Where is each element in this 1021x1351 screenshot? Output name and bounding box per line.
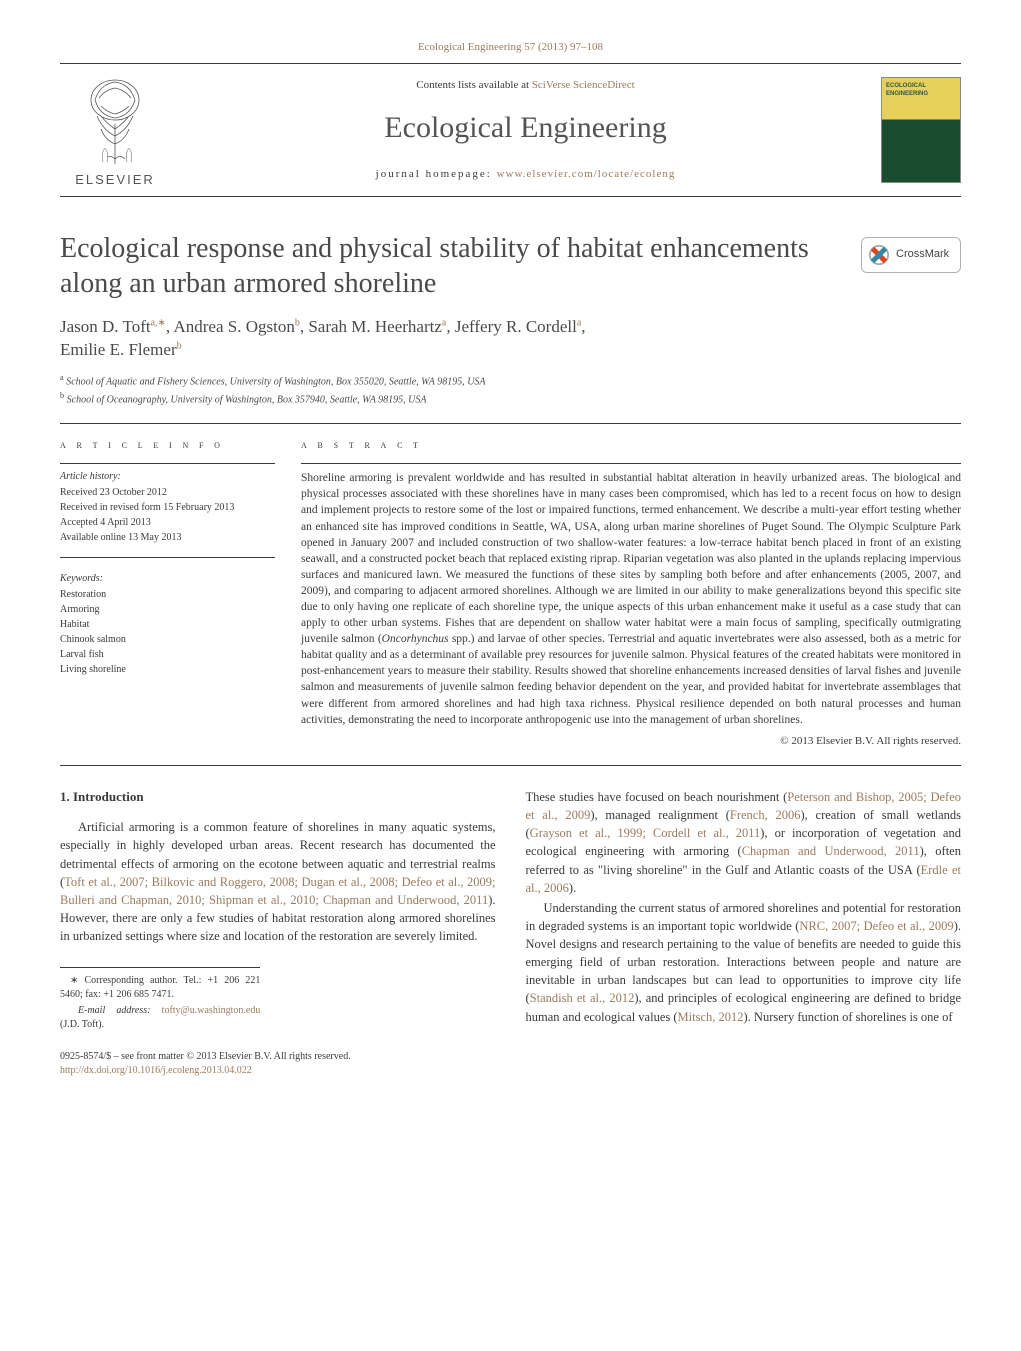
crossmark-region: CrossMark xyxy=(861,231,961,301)
author-sep: , xyxy=(446,317,455,336)
paragraph: These studies have focused on beach nour… xyxy=(526,788,962,897)
issn-line: 0925-8574/$ – see front matter © 2013 El… xyxy=(60,1050,496,1064)
author-5-affil: b xyxy=(177,341,182,352)
abstract-text-1: Shoreline armoring is prevalent worldwid… xyxy=(301,472,961,645)
keyword: Armoring xyxy=(60,603,275,617)
history-online: Available online 13 May 2013 xyxy=(60,531,275,545)
citation-link[interactable]: Toft et al., 2007; Bilkovic and Roggero,… xyxy=(60,875,496,907)
article-info: a r t i c l e i n f o Article history: R… xyxy=(60,438,275,749)
email-label: E-mail address: xyxy=(78,1005,162,1016)
column-right: These studies have focused on beach nour… xyxy=(526,788,962,1078)
text: ). xyxy=(569,881,576,895)
homepage-prefix: journal homepage: xyxy=(376,168,497,180)
homepage-link[interactable]: www.elsevier.com/locate/ecoleng xyxy=(497,168,676,180)
citation-link[interactable]: Mitsch, 2012 xyxy=(678,1010,744,1024)
journal-header: ELSEVIER Contents lists available at Sci… xyxy=(60,63,961,196)
history-label: Article history: xyxy=(60,470,275,484)
header-center: Contents lists available at SciVerse Sci… xyxy=(180,64,871,195)
keyword: Restoration xyxy=(60,588,275,602)
affil-b: School of Oceanography, University of Wa… xyxy=(67,394,427,405)
abstract-rule xyxy=(301,463,961,464)
text: These studies have focused on beach nour… xyxy=(526,790,788,804)
corresponding-author: ∗ Corresponding author. Tel.: +1 206 221… xyxy=(60,974,260,1002)
citation-link[interactable]: Chapman and Underwood, 2011 xyxy=(742,844,920,858)
journal-cover xyxy=(871,64,961,195)
keyword: Larval fish xyxy=(60,648,275,662)
article-title: Ecological response and physical stabili… xyxy=(60,231,831,301)
history-revised: Received in revised form 15 February 201… xyxy=(60,501,275,515)
paragraph: Understanding the current status of armo… xyxy=(526,899,962,1026)
divider xyxy=(60,765,961,766)
footnotes: ∗ Corresponding author. Tel.: +1 206 221… xyxy=(60,967,260,1032)
authors: Jason D. Tofta,∗, Andrea S. Ogston b, Sar… xyxy=(60,315,961,363)
citation-link[interactable]: Grayson et al., 1999; Cordell et al., 20… xyxy=(530,826,761,840)
divider xyxy=(60,423,961,424)
journal-name: Ecological Engineering xyxy=(180,107,871,149)
email-suffix: (J.D. Toft). xyxy=(60,1019,104,1030)
citation-link[interactable]: NRC, 2007; Defeo et al., 2009 xyxy=(799,919,953,933)
keyword: Living shoreline xyxy=(60,663,275,677)
sciencedirect-link[interactable]: SciVerse ScienceDirect xyxy=(532,79,635,91)
citation-link[interactable]: Standish et al., 2012 xyxy=(530,991,635,1005)
crossmark-label: CrossMark xyxy=(896,247,949,262)
crossmark-icon xyxy=(866,242,892,268)
keyword: Chinook salmon xyxy=(60,633,275,647)
author-2: Andrea S. Ogston xyxy=(173,317,294,336)
contents-available: Contents lists available at SciVerse Sci… xyxy=(180,78,871,93)
contents-prefix: Contents lists available at xyxy=(416,79,531,91)
article-info-heading: a r t i c l e i n f o xyxy=(60,438,275,453)
affil-a: School of Aquatic and Fishery Sciences, … xyxy=(66,377,485,388)
citation-link[interactable]: Ecological Engineering 57 (2013) 97–108 xyxy=(418,41,603,53)
author-5: Emilie E. Flemer xyxy=(60,340,177,359)
abstract: a b s t r a c t Shoreline armoring is pr… xyxy=(301,438,961,749)
author-sep: , xyxy=(581,317,585,336)
info-rule xyxy=(60,463,275,464)
keywords-label: Keywords: xyxy=(60,572,275,586)
author-1-affil: a,∗ xyxy=(151,317,166,328)
abstract-body: Shoreline armoring is prevalent worldwid… xyxy=(301,470,961,728)
affil-a-sup: a xyxy=(60,373,64,382)
history-received: Received 23 October 2012 xyxy=(60,486,275,500)
author-3: Sarah M. Heerhartz xyxy=(308,317,442,336)
email-line: E-mail address: tofty@u.washington.edu (… xyxy=(60,1004,260,1032)
elsevier-tree-icon xyxy=(75,74,155,169)
email-link[interactable]: tofty@u.washington.edu xyxy=(162,1005,261,1016)
affiliations: a School of Aquatic and Fishery Sciences… xyxy=(60,372,961,407)
column-left: 1. Introduction Artificial armoring is a… xyxy=(60,788,496,1078)
corr-text: Corresponding author. Tel.: +1 206 221 5… xyxy=(60,975,260,1000)
affil-b-sup: b xyxy=(60,391,64,400)
abstract-genus: Oncorhynchus xyxy=(382,633,449,645)
text: ), managed realignment ( xyxy=(590,808,730,822)
homepage-line: journal homepage: www.elsevier.com/locat… xyxy=(180,167,871,182)
crossmark-button[interactable]: CrossMark xyxy=(861,237,961,273)
bottom-matter: 0925-8574/$ – see front matter © 2013 El… xyxy=(60,1050,496,1078)
abstract-copyright: © 2013 Elsevier B.V. All rights reserved… xyxy=(301,734,961,749)
text: ). Nursery function of shorelines is one… xyxy=(744,1010,953,1024)
history-accepted: Accepted 4 April 2013 xyxy=(60,516,275,530)
body-columns: 1. Introduction Artificial armoring is a… xyxy=(60,788,961,1078)
author-1: Jason D. Toft xyxy=(60,317,151,336)
doi-link[interactable]: http://dx.doi.org/10.1016/j.ecoleng.2013… xyxy=(60,1065,252,1076)
journal-cover-image xyxy=(881,77,961,183)
publisher-logo: ELSEVIER xyxy=(60,64,180,195)
paragraph: Artificial armoring is a common feature … xyxy=(60,818,496,945)
abstract-heading: a b s t r a c t xyxy=(301,438,961,453)
citation-link[interactable]: French, 2006 xyxy=(730,808,801,822)
running-header: Ecological Engineering 57 (2013) 97–108 xyxy=(60,40,961,55)
abstract-text-2: spp.) and larvae of other species. Terre… xyxy=(301,633,961,725)
section-heading: 1. Introduction xyxy=(60,788,496,806)
author-4: Jeffery R. Cordell xyxy=(455,317,577,336)
keyword: Habitat xyxy=(60,618,275,632)
info-rule xyxy=(60,557,275,558)
publisher-name: ELSEVIER xyxy=(75,171,155,189)
